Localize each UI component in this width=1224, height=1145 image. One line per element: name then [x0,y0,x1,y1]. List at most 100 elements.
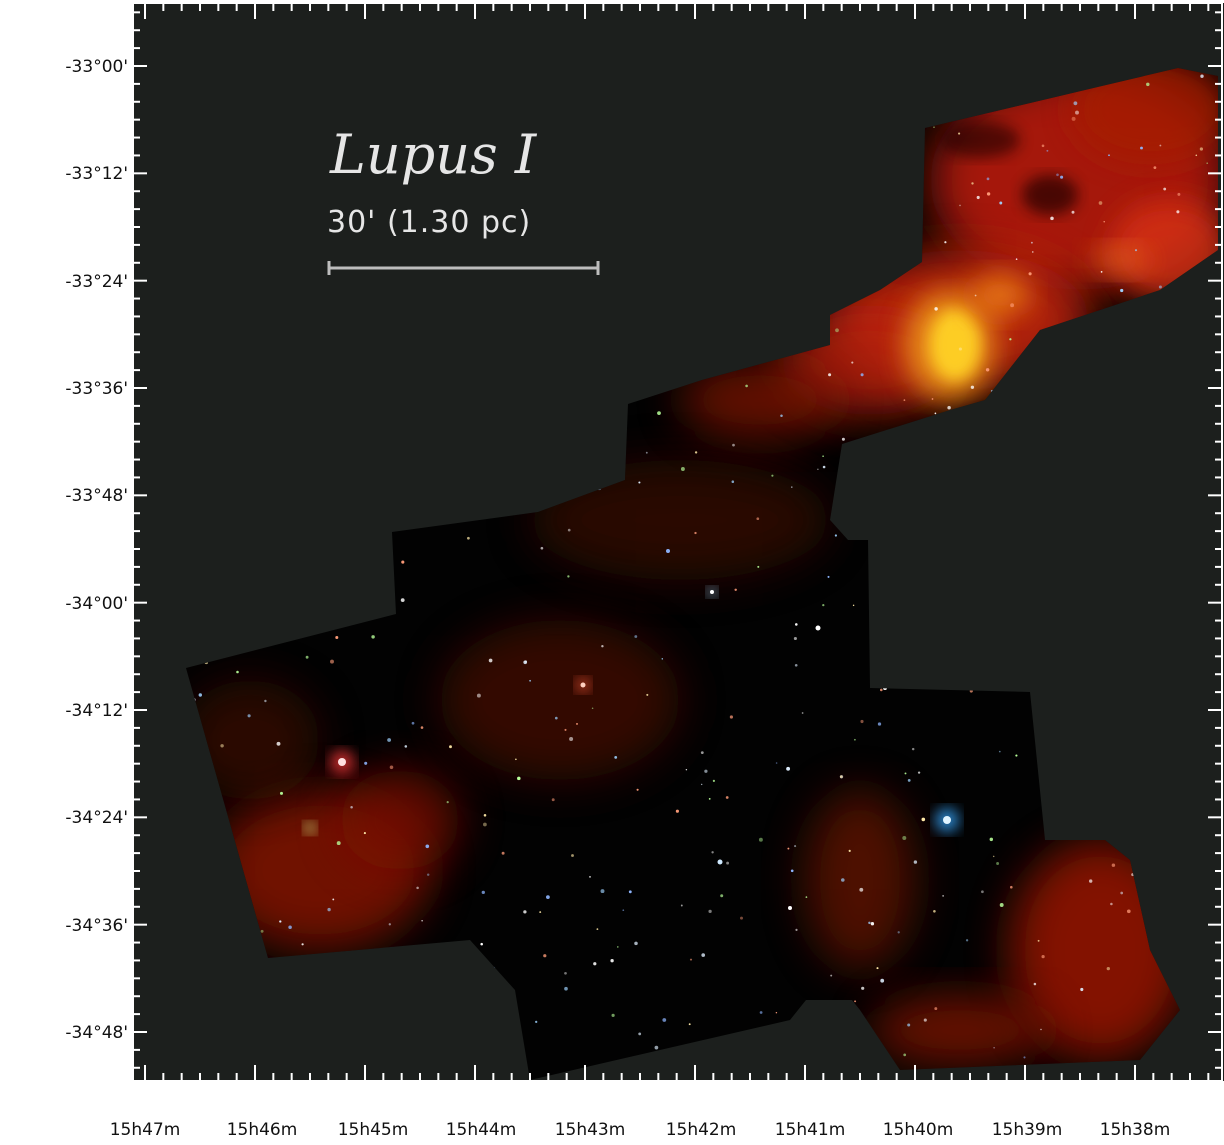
star-point [880,978,885,983]
star-point [1071,116,1076,121]
star-point [638,1032,642,1036]
star-point [400,598,405,602]
star-point [822,465,826,469]
bright-source [717,859,723,865]
star-point [571,854,574,857]
star-point [416,886,419,890]
star-point [426,873,430,876]
star-point [793,636,797,641]
x-tick-label: 15h38m [1100,1120,1171,1140]
star-point [1206,162,1209,165]
star-point [700,783,703,786]
star-point [986,177,990,181]
star-point [576,722,578,725]
star-point [1030,241,1033,244]
star-point [401,560,405,564]
star-point [198,693,202,697]
star-point [593,962,597,966]
star-point [279,791,284,795]
star-point [688,1023,691,1026]
star-point [921,817,926,822]
star-point [1126,909,1131,914]
x-axis-labels: 15h47m 15h46m 15h45m 15h44m 15h43m 15h42… [110,1120,1171,1140]
star-point [1195,154,1198,157]
star-point [758,837,763,842]
star-point [879,688,883,692]
star-point [1032,251,1034,253]
star-point [817,468,819,471]
star-point [795,623,798,626]
star-point [1199,147,1204,151]
star-point [540,546,544,550]
star-point [1089,879,1093,883]
x-tick-label: 15h44m [446,1120,517,1140]
star-point [827,575,830,578]
star-point [708,797,711,800]
star-point [726,861,730,865]
star-point [371,635,375,639]
star-point [1103,220,1105,223]
star-point [805,896,808,898]
star-point [589,876,591,878]
star-point [711,851,714,854]
star-point [279,920,282,923]
diffuse-emission [186,68,1218,1065]
star-point [276,741,281,746]
y-tick-label: -33°00' [65,57,128,77]
star-point [907,1023,911,1027]
y-tick-label: -34°12' [65,701,128,721]
star-point [704,769,708,773]
star-point [732,443,735,447]
star-point [780,414,783,417]
star-point [1177,192,1181,196]
bright-source [943,816,951,824]
star-point [923,1018,927,1022]
y-tick-label: -34°24' [65,808,128,828]
point-sources [304,587,959,910]
star-point [388,923,391,926]
star-point [835,328,839,333]
star-point [1200,74,1204,78]
y-axis-labels: -33°00' -33°12' -33°24' -33°36' -33°48' … [65,57,128,1043]
star-point [596,928,599,931]
y-tick-label: -34°48' [65,1023,128,1043]
star-point [822,603,825,607]
star-point [1028,272,1032,276]
star-point [976,195,980,200]
star-point [364,761,368,765]
bright-source [580,682,586,688]
star-point [931,398,934,400]
star-point [569,737,574,741]
star-point [852,604,855,607]
star-point [944,241,947,244]
star-point [1050,216,1054,221]
star-point [911,747,915,751]
star-point [854,1000,857,1003]
y-tick-label: -33°12' [65,164,128,184]
star-point [335,635,339,640]
star-point [546,895,550,899]
star-point [775,1011,778,1014]
star-point [790,869,794,873]
star-point [729,715,733,719]
star-point [1163,187,1167,191]
star-point [1153,166,1157,170]
star-point [985,368,990,372]
y-tick-label: -33°48' [65,486,128,506]
star-point [628,890,632,894]
star-point [876,967,879,970]
y-tick-label: -33°36' [65,379,128,399]
star-point [720,894,724,898]
star-point [870,922,875,926]
star-point [933,910,936,913]
scale-bar-label: 30' (1.30 pc) [327,205,531,240]
star-point [965,939,969,942]
star-point [332,898,335,901]
y-tick-label: -33°24' [65,272,128,292]
star-point [636,788,639,791]
star-point [860,719,864,724]
star-point [1033,982,1037,986]
star-point [488,658,493,663]
bright-source [338,758,346,766]
